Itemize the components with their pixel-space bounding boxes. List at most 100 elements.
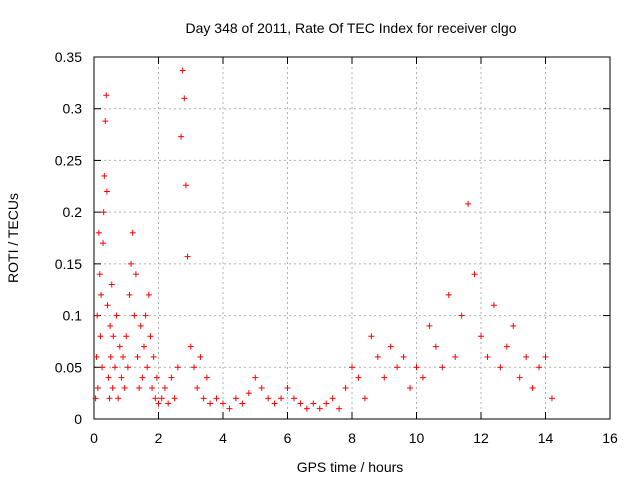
data-point-0-77 [265,395,272,402]
data-point-0-2 [94,312,101,319]
data-point-0-105 [445,291,452,298]
data-point-0-54 [168,374,175,381]
data-point-0-11 [101,172,108,179]
data-point-0-52 [161,384,168,391]
data-point-0-38 [136,384,143,391]
y-axis-label: ROTI / TECUs [5,193,21,283]
chart-title: Day 348 of 2011, Rate Of TEC Index for r… [186,20,517,36]
data-point-0-31 [124,364,131,371]
data-point-0-69 [213,395,220,402]
data-point-0-63 [190,364,197,371]
data-point-0-59 [181,95,188,102]
x-tick-label-5: 10 [409,430,425,446]
data-point-0-101 [419,374,426,381]
data-point-0-62 [187,343,194,350]
data-point-0-17 [106,395,113,402]
data-point-0-86 [323,400,330,407]
data-point-0-32 [126,291,133,298]
data-point-0-94 [374,353,381,360]
data-point-0-46 [149,384,156,391]
x-axis-label: GPS time / hours [297,459,404,475]
data-point-0-104 [439,364,446,371]
data-point-0-117 [523,353,530,360]
data-point-0-3 [94,384,101,391]
data-point-0-5 [96,271,103,278]
y-tick-label-7: 0.35 [55,49,82,65]
data-point-0-49 [153,374,160,381]
data-point-0-45 [147,333,154,340]
data-point-0-56 [174,364,181,371]
data-point-0-93 [368,333,375,340]
data-point-0-25 [115,395,122,402]
data-point-0-88 [336,405,343,412]
data-point-0-100 [413,364,420,371]
data-point-0-66 [200,395,207,402]
data-point-0-44 [145,291,152,298]
data-point-0-74 [245,390,252,397]
x-tick-label-3: 6 [284,430,292,446]
x-tick-label-6: 12 [473,430,489,446]
x-tick-label-2: 4 [219,430,227,446]
data-point-0-26 [116,343,123,350]
data-point-0-108 [465,200,472,207]
data-point-0-61 [184,253,191,260]
data-point-0-57 [178,133,185,140]
data-point-0-50 [155,400,162,407]
data-point-0-15 [104,302,111,309]
data-point-0-87 [329,395,336,402]
y-tick-label-4: 0.2 [63,204,83,220]
data-point-0-73 [239,400,246,407]
data-point-0-47 [150,353,157,360]
data-point-0-4 [95,229,102,236]
data-point-0-20 [108,281,115,288]
data-point-0-120 [542,353,549,360]
data-point-0-116 [516,374,523,381]
data-point-0-43 [144,364,151,371]
y-tick-label-6: 0.3 [63,101,83,117]
data-point-0-92 [361,395,368,402]
data-point-0-103 [432,343,439,350]
data-point-0-33 [128,260,135,267]
data-point-0-64 [194,384,201,391]
data-point-0-51 [158,395,165,402]
data-point-0-19 [107,353,114,360]
data-point-0-60 [182,182,189,189]
data-point-0-13 [103,92,110,99]
data-point-0-81 [290,395,297,402]
data-point-0-118 [529,384,536,391]
data-point-0-76 [258,384,265,391]
data-point-0-39 [137,322,144,329]
data-point-0-36 [132,271,139,278]
x-tick-label-7: 14 [538,430,554,446]
data-point-0-40 [139,374,146,381]
data-point-0-9 [100,240,107,247]
data-point-0-111 [484,353,491,360]
data-point-0-48 [152,395,159,402]
data-point-0-95 [381,374,388,381]
data-point-0-89 [342,384,349,391]
data-point-0-55 [171,395,178,402]
data-point-0-70 [220,400,226,407]
data-point-0-113 [497,364,504,371]
data-point-0-35 [131,312,138,319]
data-point-0-22 [110,333,117,340]
data-point-0-24 [113,312,120,319]
data-point-0-99 [407,384,414,391]
data-point-0-37 [134,353,141,360]
data-point-0-91 [355,374,362,381]
y-tick-label-0: 0 [74,411,82,427]
data-point-0-107 [458,312,465,319]
data-point-0-83 [303,405,310,412]
data-point-0-97 [394,364,401,371]
x-tick-label-0: 0 [90,430,98,446]
data-point-0-78 [271,400,278,407]
x-tick-label-4: 8 [348,430,356,446]
data-point-0-10 [100,209,107,216]
y-tick-label-1: 0.05 [55,359,82,375]
data-point-0-68 [207,400,214,407]
data-point-0-102 [426,322,433,329]
data-point-0-80 [284,384,291,391]
data-point-0-29 [121,384,128,391]
